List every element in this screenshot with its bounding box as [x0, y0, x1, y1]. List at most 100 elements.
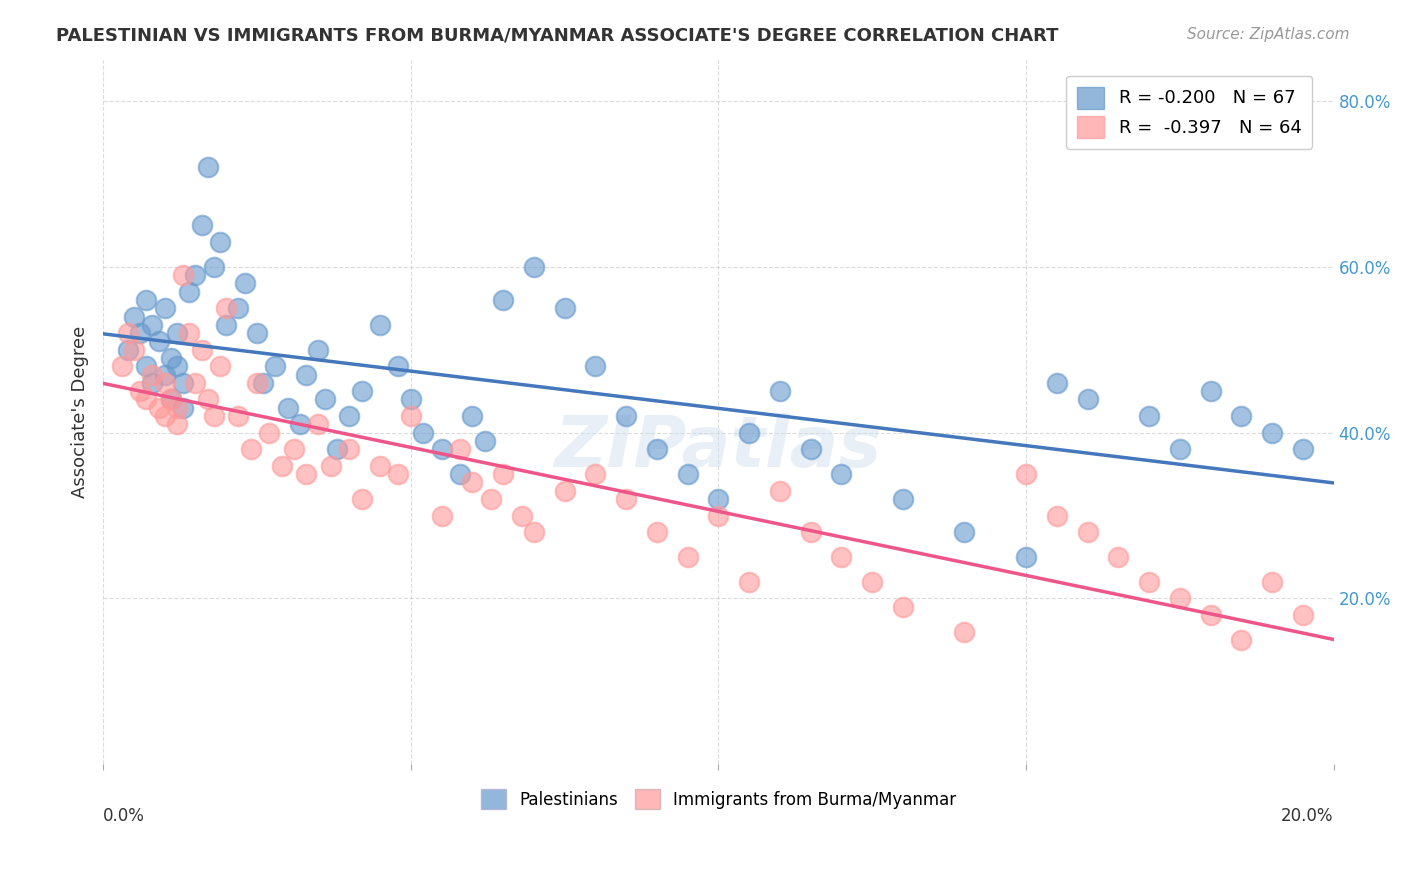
Point: [430, 442, 453, 457]
Point: [148, 334, 170, 349]
Point: [166, 401, 188, 415]
Point: [135, 392, 157, 407]
Point: [953, 624, 976, 639]
Point: [153, 301, 176, 316]
Point: [387, 467, 409, 482]
Point: [1076, 392, 1098, 407]
Point: [172, 401, 194, 415]
Point: [1230, 409, 1253, 423]
Point: [614, 409, 637, 423]
Point: [1168, 442, 1191, 457]
Point: [738, 574, 761, 589]
Point: [1261, 425, 1284, 440]
Point: [228, 301, 250, 316]
Point: [1015, 467, 1038, 482]
Point: [676, 467, 699, 482]
Point: [239, 442, 262, 457]
Point: [1137, 574, 1160, 589]
Point: [510, 508, 533, 523]
Point: [172, 376, 194, 390]
Text: 20.0%: 20.0%: [1281, 806, 1334, 824]
Point: [122, 310, 145, 324]
Point: [314, 392, 336, 407]
Point: [264, 359, 287, 374]
Point: [707, 491, 730, 506]
Point: [1199, 384, 1222, 399]
Point: [800, 442, 823, 457]
Point: [172, 268, 194, 282]
Point: [479, 491, 502, 506]
Point: [523, 260, 546, 274]
Point: [1107, 549, 1129, 564]
Point: [135, 293, 157, 307]
Legend: Palestinians, Immigrants from Burma/Myanmar: Palestinians, Immigrants from Burma/Myan…: [471, 779, 966, 820]
Point: [153, 376, 176, 390]
Point: [202, 409, 225, 423]
Point: [252, 376, 274, 390]
Point: [738, 425, 761, 440]
Point: [860, 574, 883, 589]
Point: [308, 417, 330, 432]
Point: [676, 549, 699, 564]
Point: [190, 219, 212, 233]
Point: [159, 351, 181, 365]
Point: [129, 326, 152, 341]
Point: [1015, 549, 1038, 564]
Point: [166, 359, 188, 374]
Point: [277, 401, 299, 415]
Point: [1168, 591, 1191, 606]
Y-axis label: Associate's Degree: Associate's Degree: [72, 326, 89, 498]
Point: [135, 359, 157, 374]
Point: [141, 376, 163, 390]
Point: [399, 409, 422, 423]
Point: [523, 525, 546, 540]
Point: [1261, 574, 1284, 589]
Point: [399, 392, 422, 407]
Point: [179, 285, 201, 299]
Point: [228, 409, 250, 423]
Point: [830, 467, 852, 482]
Point: [159, 392, 181, 407]
Point: [197, 392, 219, 407]
Point: [645, 442, 668, 457]
Point: [1292, 442, 1315, 457]
Point: [554, 483, 576, 498]
Point: [337, 409, 360, 423]
Point: [492, 293, 515, 307]
Point: [953, 525, 976, 540]
Point: [153, 409, 176, 423]
Point: [117, 326, 139, 341]
Point: [233, 277, 256, 291]
Point: [800, 525, 823, 540]
Point: [1137, 409, 1160, 423]
Text: ZIPatlas: ZIPatlas: [555, 413, 882, 482]
Point: [1046, 508, 1069, 523]
Point: [387, 359, 409, 374]
Point: [246, 326, 269, 341]
Text: 0.0%: 0.0%: [103, 806, 145, 824]
Point: [449, 442, 471, 457]
Point: [283, 442, 305, 457]
Point: [769, 384, 792, 399]
Point: [166, 417, 188, 432]
Point: [1046, 376, 1069, 390]
Point: [288, 417, 311, 432]
Point: [148, 401, 170, 415]
Point: [197, 161, 219, 175]
Point: [141, 318, 163, 332]
Point: [769, 483, 792, 498]
Point: [1076, 525, 1098, 540]
Point: [129, 384, 152, 399]
Text: PALESTINIAN VS IMMIGRANTS FROM BURMA/MYANMAR ASSOCIATE'S DEGREE CORRELATION CHAR: PALESTINIAN VS IMMIGRANTS FROM BURMA/MYA…: [56, 27, 1059, 45]
Point: [368, 318, 391, 332]
Point: [412, 425, 434, 440]
Text: Source: ZipAtlas.com: Source: ZipAtlas.com: [1187, 27, 1350, 42]
Point: [326, 442, 349, 457]
Point: [350, 384, 373, 399]
Point: [583, 467, 606, 482]
Point: [449, 467, 471, 482]
Point: [614, 491, 637, 506]
Point: [430, 508, 453, 523]
Point: [215, 301, 238, 316]
Point: [246, 376, 269, 390]
